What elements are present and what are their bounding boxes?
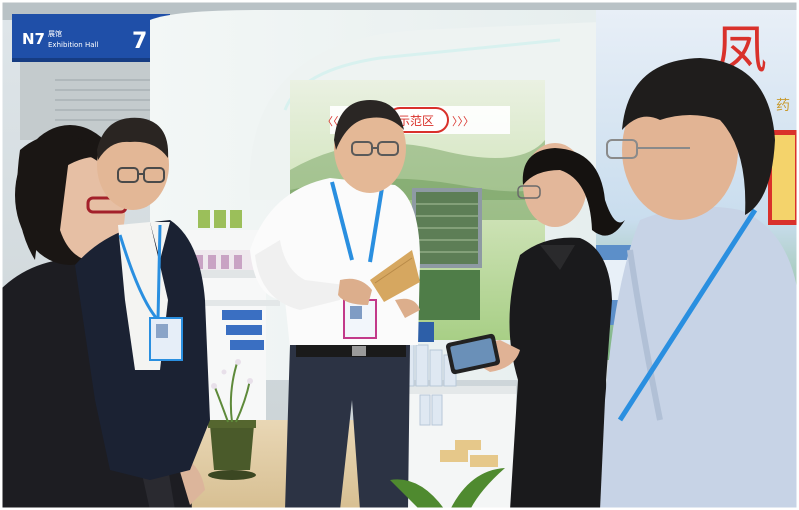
person-man-right: [600, 58, 799, 510]
hall-code: N7: [22, 30, 45, 48]
banner-text: 示范区: [398, 114, 434, 128]
hall-en: Exhibition Hall: [48, 41, 98, 49]
potted-orchid: [208, 359, 256, 480]
person-woman-black-dress: [445, 143, 625, 510]
hall-cn: 展馆: [48, 29, 62, 38]
foreground-leaves: [390, 468, 505, 510]
banner-arrows-right: 〉〉〉: [452, 115, 474, 128]
booth-floor: [180, 420, 380, 510]
arch-glow-line: [283, 38, 561, 111]
poster-sub-text: 药: [776, 98, 790, 114]
person-man-suit: [75, 117, 210, 480]
hall-sign: N7 展馆 Exhibition Hall 7 号门: [12, 14, 170, 62]
gate-number: 7: [132, 29, 147, 54]
person-man-white-shirt: [250, 100, 420, 510]
